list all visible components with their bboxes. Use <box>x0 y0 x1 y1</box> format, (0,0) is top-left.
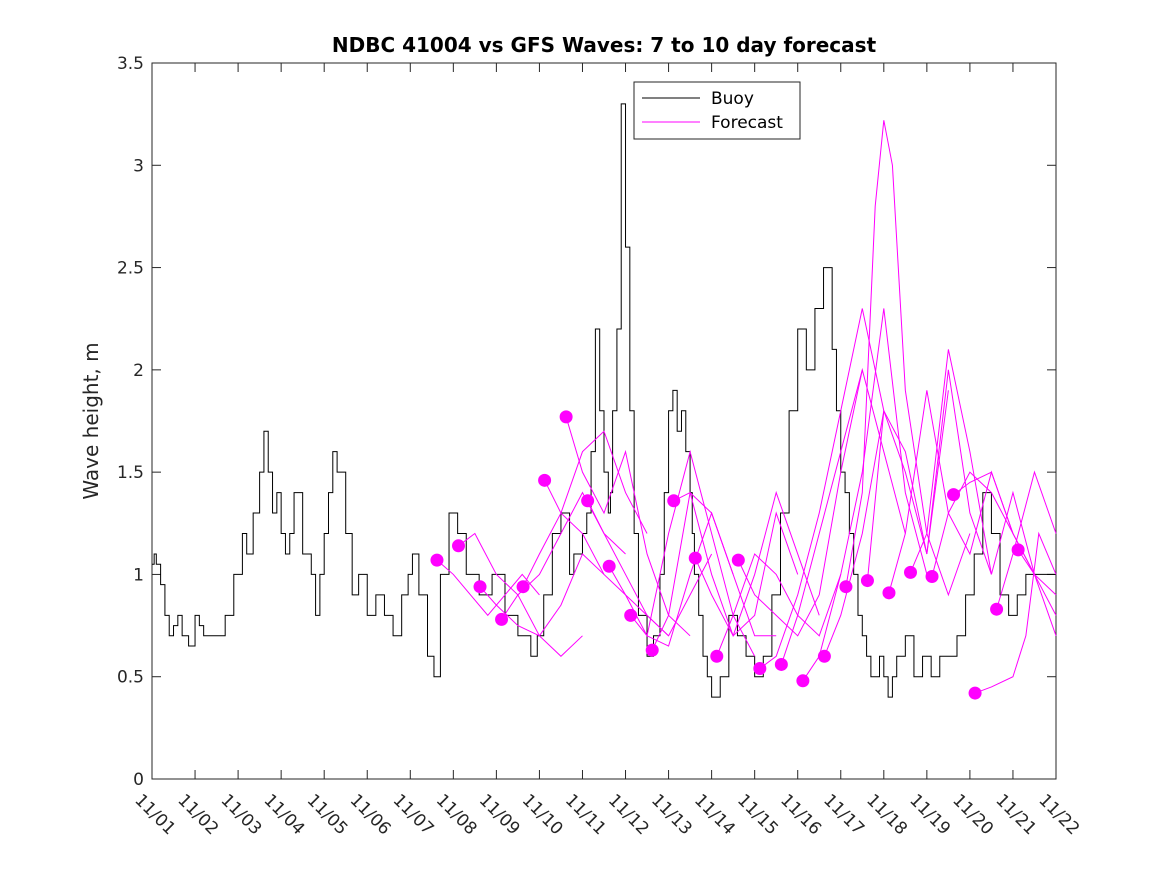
y-axis-label: Wave height, m <box>79 342 103 499</box>
forecast-start-point <box>860 574 874 588</box>
forecast-start-point <box>538 473 552 487</box>
forecast-start-point <box>903 565 917 579</box>
forecast-start-point <box>430 553 444 567</box>
forecast-line <box>1017 549 1057 636</box>
legend: Buoy Forecast <box>633 81 801 140</box>
buoy-series <box>152 103 1056 698</box>
forecast-start-point <box>645 643 659 657</box>
forecast-start-point <box>796 674 810 688</box>
forecast-start-point <box>667 494 681 508</box>
y-tick-label: 3 <box>133 156 144 176</box>
forecast-start-point <box>947 488 961 502</box>
forecast-line <box>651 491 777 651</box>
y-tick-label: 1 <box>133 565 144 585</box>
forecast-start-point <box>731 553 745 567</box>
forecast-start-point <box>710 649 724 663</box>
y-tick-label: 2.5 <box>117 259 144 279</box>
buoy-line <box>152 103 1056 698</box>
forecast-start-point <box>925 569 939 583</box>
legend-forecast-label: Forecast <box>711 113 783 133</box>
forecast-start-point <box>968 686 982 700</box>
forecast-start-point <box>581 494 595 508</box>
forecast-start-point <box>624 608 638 622</box>
forecast-line <box>759 308 885 669</box>
forecast-start-point <box>990 602 1004 616</box>
forecast-line <box>974 531 1057 694</box>
forecast-start-point <box>753 662 767 676</box>
forecast-line <box>479 553 605 637</box>
forecast-line <box>845 120 971 597</box>
forecast-line <box>737 369 863 637</box>
chart-title: NDBC 41004 vs GFS Waves: 7 to 10 day for… <box>332 33 877 57</box>
legend-box <box>633 81 801 140</box>
forecast-start-point <box>1011 543 1025 557</box>
forecast-start-point <box>602 559 616 573</box>
forecast-line <box>436 559 540 617</box>
forecast-start-point <box>473 580 487 594</box>
forecast-line <box>953 471 1057 616</box>
forecast-start-point <box>774 657 788 671</box>
legend-buoy-label: Buoy <box>711 89 754 109</box>
forecast-start-point <box>817 649 831 663</box>
forecast-start-point <box>559 410 573 424</box>
forecast-line <box>694 490 820 638</box>
forecast-series <box>430 120 1057 700</box>
forecast-start-point <box>516 580 530 594</box>
forecast-line <box>780 367 906 665</box>
forecast-line <box>587 500 713 637</box>
y-tick-label: 3.5 <box>117 54 144 74</box>
y-tick-label: 0 <box>133 770 144 790</box>
forecast-start-point <box>451 539 465 553</box>
y-tick-label: 2 <box>133 361 144 381</box>
y-tick-label: 1.5 <box>117 463 144 483</box>
forecast-line <box>910 349 1035 575</box>
forecast-start-point <box>688 551 702 565</box>
forecast-line <box>522 430 648 587</box>
forecast-start-point <box>495 612 509 626</box>
y-tick-label: 0.5 <box>117 668 144 688</box>
forecast-line <box>866 369 992 581</box>
forecast-line <box>996 470 1057 610</box>
forecast-line <box>716 553 842 657</box>
forecast-start-point <box>882 586 896 600</box>
forecast-start-point <box>839 580 853 594</box>
